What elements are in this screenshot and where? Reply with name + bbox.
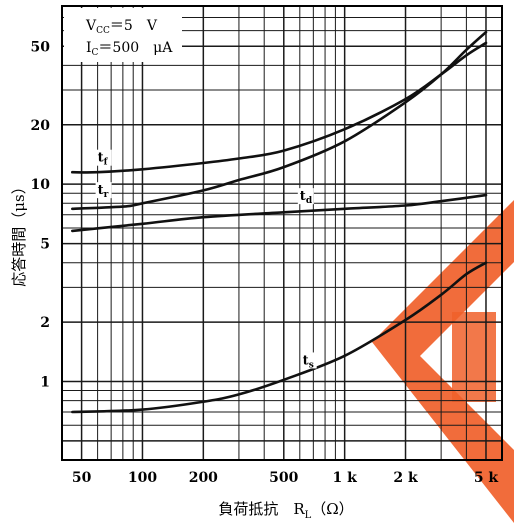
x-tick-label: 100 [128,470,157,486]
series-label-bg [300,352,317,369]
series-label-bg [95,149,112,166]
x-tick-label: 2 k [393,470,418,486]
y-tick-label: 2 [40,315,50,331]
condition-value: ＝5 V [110,18,158,34]
y-tick-label: 1 [40,374,50,390]
condition-subscript: CC [96,26,110,36]
series-label-main: t [98,183,104,198]
y-tick-label: 10 [31,177,51,193]
watermark-stamp [372,200,514,523]
series-line-ts [71,261,488,414]
y-tick-label: 50 [31,39,51,55]
condition-symbol: V [85,18,97,34]
y-axis-title: 応答時間（μs） [10,179,28,286]
series-line-tr [71,30,488,211]
plot-frame [61,5,503,461]
condition-value: ＝500 μA [98,40,173,56]
series-label-main: t [98,151,104,166]
series-label-sub: r [104,190,109,200]
y-tick-label: 20 [31,118,51,134]
x-tick-label: 5 k [474,470,499,486]
x-axis-title-main: 負荷抵抗 R [218,500,305,518]
x-tick-label: 1 k [332,470,357,486]
series-label-sub: s [309,360,314,370]
x-tick-label: 50 [72,470,92,486]
condition-subscript: C [92,48,99,58]
conditions-background [64,8,182,62]
x-axis-title: 負荷抵抗 RL（Ω） [218,500,353,521]
series-label-tf: tf [98,151,109,168]
condition-text: IC＝500 μA [86,40,173,58]
y-tick-label: 5 [40,237,50,253]
series-label-sub: f [104,158,109,168]
conditions-box: VCC＝5 V IC＝500 μA [64,8,182,62]
y-tick-labels: 1 2 5 10 20 50 [31,39,51,390]
condition-symbol: I [86,40,92,56]
condition-text: VCC＝5 V [85,18,158,36]
series-label-sub: d [306,196,313,206]
watermark-chevron [372,200,514,523]
x-tick-label: 200 [189,470,218,486]
series-label-main: t [300,189,306,204]
series-label-td: td [300,189,313,206]
series-label-bg [95,182,112,199]
x-tick-labels: 50 100 200 500 1 k 2 k 5 k [72,470,499,486]
series-line-td [71,193,488,233]
x-axis-title-unit: （Ω） [311,500,353,518]
axis-titles: 負荷抵抗 RL（Ω） 応答時間（μs） [10,179,354,521]
x-axis-title-sub: L [305,510,312,521]
series-label-tr: tr [98,183,109,200]
watermark-block [452,312,496,402]
x-tick-label: 500 [269,470,298,486]
series-label-bg [297,188,314,205]
series-label-main: t [303,353,309,368]
series-label-ts: ts [303,353,314,370]
series-line-tf [71,41,488,174]
